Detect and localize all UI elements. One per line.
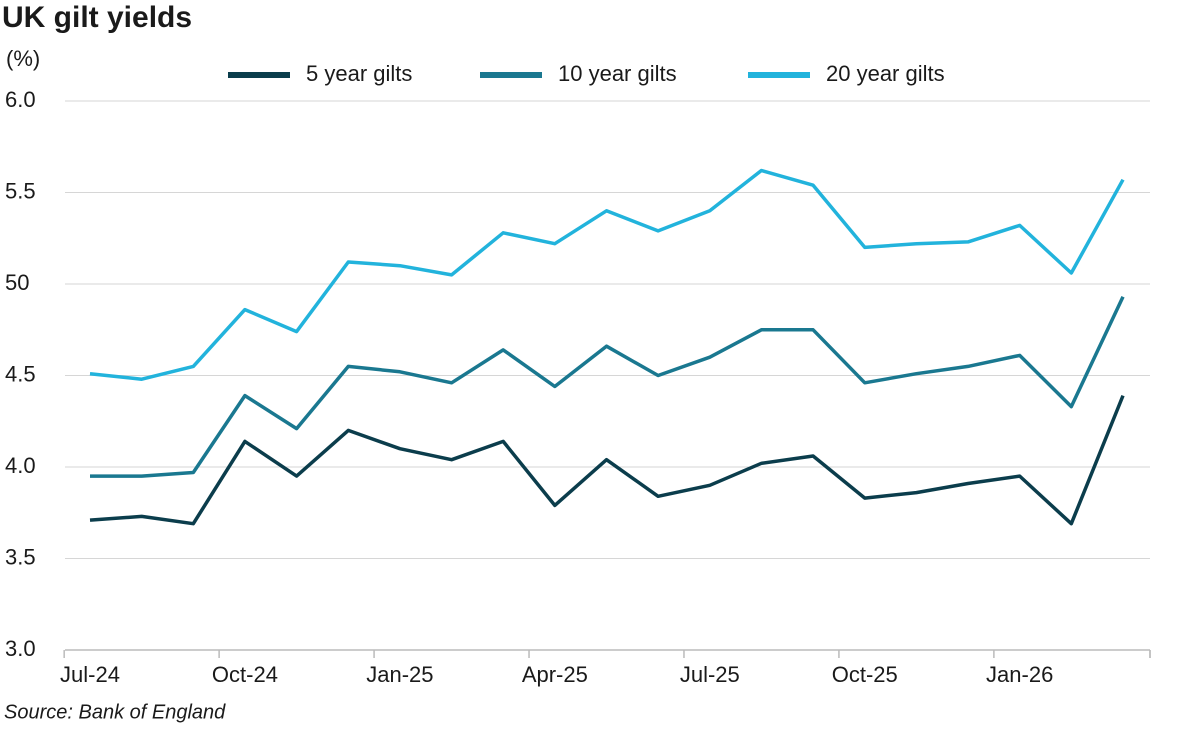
legend-label: 20 year gilts — [826, 61, 945, 86]
series-line — [89, 168, 1125, 381]
x-tick-label: Jan-26 — [986, 662, 1053, 687]
y-tick-label: 50 — [5, 270, 29, 295]
y-tick-label: 5.5 — [5, 178, 36, 203]
legend-label: 10 year gilts — [558, 61, 677, 86]
legend-label: 5 year gilts — [306, 61, 412, 86]
y-tick-label: 4.5 — [5, 361, 36, 386]
x-tick-label: Jul-24 — [60, 662, 120, 687]
source-note: Source: Bank of England — [4, 701, 226, 723]
y-tick-label: 3.0 — [5, 636, 36, 661]
x-tick-label: Oct-25 — [832, 662, 898, 687]
x-tick-label: Jul-25 — [680, 662, 740, 687]
y-tick-label: 4.0 — [5, 453, 36, 478]
series-line — [90, 296, 1125, 478]
x-tick-label: Jan-25 — [366, 662, 433, 687]
chart-title: UK gilt yields — [2, 1, 192, 34]
x-tick-label: Apr-25 — [522, 662, 588, 687]
series-line — [89, 394, 1125, 526]
y-tick-label: 3.5 — [5, 544, 36, 569]
x-tick-label: Oct-24 — [212, 662, 278, 687]
y-tick-label: 6.0 — [5, 87, 36, 112]
y-axis-label: (%) — [6, 46, 40, 71]
